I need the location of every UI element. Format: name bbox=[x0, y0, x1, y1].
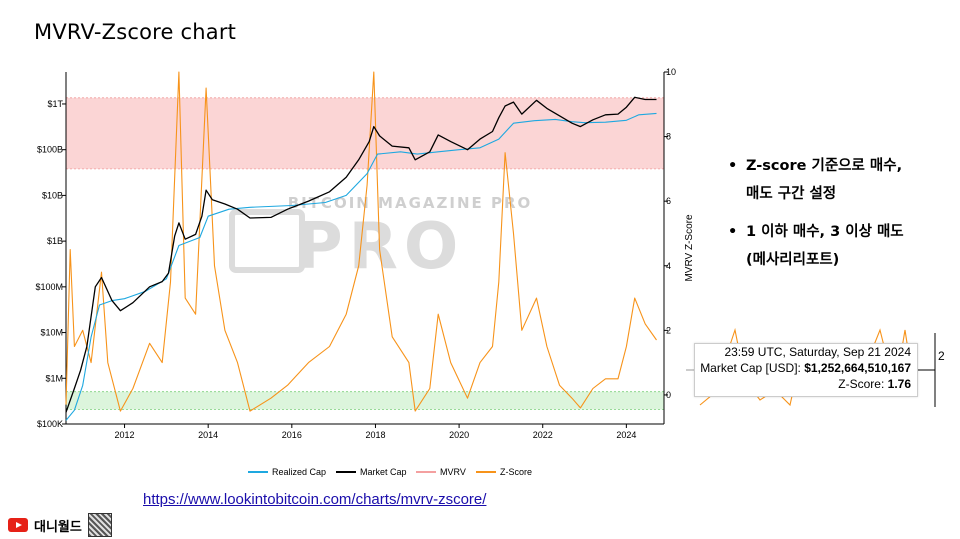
watermark-logo-icon bbox=[229, 209, 305, 273]
youtube-icon bbox=[8, 518, 28, 532]
right-tick-label: 6 bbox=[666, 196, 671, 206]
left-tick-label: $10B bbox=[42, 190, 63, 200]
chart-tooltip: 23:59 UTC, Saturday, Sep 21 2024 Market … bbox=[694, 343, 918, 397]
bullet-item: • Z-score 기준으로 매수, 매도 구간 설정 bbox=[724, 152, 904, 208]
x-tick-label: 2012 bbox=[115, 430, 135, 440]
bullet-line: Z-score 기준으로 매수, bbox=[746, 158, 903, 174]
left-tick-label: $10M bbox=[40, 328, 63, 338]
left-tick-label: $1M bbox=[45, 373, 63, 383]
x-tick-label: 2018 bbox=[365, 430, 385, 440]
x-tick-label: 2024 bbox=[616, 430, 636, 440]
right-tick-label: 10 bbox=[666, 67, 676, 77]
tooltip-zscore: Z-Score: 1.76 bbox=[695, 376, 917, 392]
bullet-line: 1 이하 매수, 3 이상 매도 bbox=[746, 224, 904, 240]
tooltip-market-cap-label: Market Cap [USD]: bbox=[700, 361, 805, 375]
x-tick-label: 2022 bbox=[533, 430, 553, 440]
bullet-line: (메사리리포트) bbox=[746, 252, 840, 268]
right-tick-label: 8 bbox=[666, 132, 671, 142]
sell-zone-band bbox=[66, 97, 664, 169]
tooltip-zscore-label: Z-Score: bbox=[838, 377, 888, 391]
legend-label: Market Cap bbox=[360, 467, 407, 477]
legend-label: Z-Score bbox=[500, 467, 532, 477]
left-tick-label: $1T bbox=[47, 99, 63, 109]
right-tick-label: 0 bbox=[666, 390, 671, 400]
market-cap-line bbox=[65, 96, 657, 413]
tooltip-timestamp: 23:59 UTC, Saturday, Sep 21 2024 bbox=[724, 345, 911, 359]
bullet-dot-icon: • bbox=[728, 224, 738, 240]
tooltip-side-tick: 2 bbox=[938, 349, 945, 363]
x-tick-label: 2020 bbox=[449, 430, 469, 440]
tooltip-zscore-value: 1.76 bbox=[887, 377, 911, 391]
tooltip-market-cap-value: $1,252,664,510,167 bbox=[804, 361, 911, 375]
channel-badge: 대니월드 bbox=[8, 513, 112, 537]
legend-label: Realized Cap bbox=[272, 467, 326, 477]
avatar bbox=[87, 513, 112, 537]
x-tick-label: 2016 bbox=[282, 430, 302, 440]
left-tick-label: $100K bbox=[37, 419, 63, 429]
bullet-item: • 1 이하 매수, 3 이상 매도 (메사리리포트) bbox=[724, 218, 904, 274]
right-tick-label: 2 bbox=[666, 325, 671, 335]
buy-zone-band bbox=[66, 391, 664, 410]
channel-name: 대니월드 bbox=[34, 519, 82, 535]
bullet-list: • Z-score 기준으로 매수, 매도 구간 설정 • 1 이하 매수, 3… bbox=[724, 152, 904, 284]
bullet-line: 매도 구간 설정 bbox=[746, 186, 837, 202]
left-tick-label: $1B bbox=[47, 236, 63, 246]
bullet-dot-icon: • bbox=[728, 158, 738, 174]
source-link[interactable]: https://www.lookintobitcoin.com/charts/m… bbox=[143, 491, 487, 508]
z-score-line bbox=[65, 71, 657, 412]
watermark-pro-glyph: PRO bbox=[296, 210, 465, 284]
left-tick-label: $100M bbox=[35, 282, 63, 292]
right-axis-label: MVRV Z-Score bbox=[684, 214, 695, 281]
x-tick-label: 2014 bbox=[198, 430, 218, 440]
slide-title: MVRV-Zscore chart bbox=[34, 20, 237, 44]
legend-label: MVRV bbox=[440, 467, 466, 477]
left-tick-label: $100B bbox=[37, 145, 63, 155]
tooltip-market-cap: Market Cap [USD]: $1,252,664,510,167 bbox=[695, 360, 917, 376]
right-tick-label: 4 bbox=[666, 261, 671, 271]
realized-cap-line bbox=[65, 112, 657, 421]
watermark-text: BITCOIN MAGAZINE PRO bbox=[288, 194, 533, 212]
